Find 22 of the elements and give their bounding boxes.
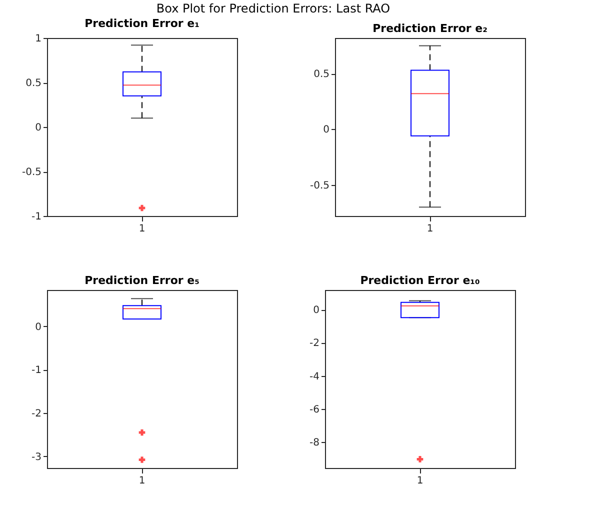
- y-tick-label: 0: [313, 305, 320, 316]
- y-tick-label: -8: [310, 438, 320, 449]
- y-tick-label: -2: [310, 338, 320, 350]
- chart-title: Prediction Error e₁₀: [360, 274, 480, 287]
- text: Box Plot for Prediction Errors: Last RAO: [156, 2, 390, 16]
- y-tick-label: -0.5: [22, 167, 42, 178]
- y-tick-label: -3: [32, 452, 42, 463]
- y-tick-label: -1: [32, 212, 42, 222]
- y-tick-label: 0.5: [314, 69, 330, 80]
- y-tick-label: 0.5: [26, 78, 42, 89]
- y-tick-label: -4: [310, 371, 320, 382]
- y-tick-label: -0.5: [310, 180, 330, 192]
- chart-title: Prediction Error e₂: [372, 22, 488, 35]
- y-tick-label: -6: [310, 404, 320, 416]
- y-tick-label: 0: [35, 122, 42, 134]
- y-tick-label: -1: [32, 365, 42, 376]
- y-tick-label: -2: [32, 408, 42, 420]
- y-tick-label: 1: [35, 34, 42, 44]
- y-tick-label: 0: [323, 124, 330, 136]
- chart-title: Prediction Error e₁: [84, 17, 200, 30]
- y-tick-label: 0: [35, 322, 42, 333]
- chart-title: Prediction Error e₅: [84, 274, 200, 287]
